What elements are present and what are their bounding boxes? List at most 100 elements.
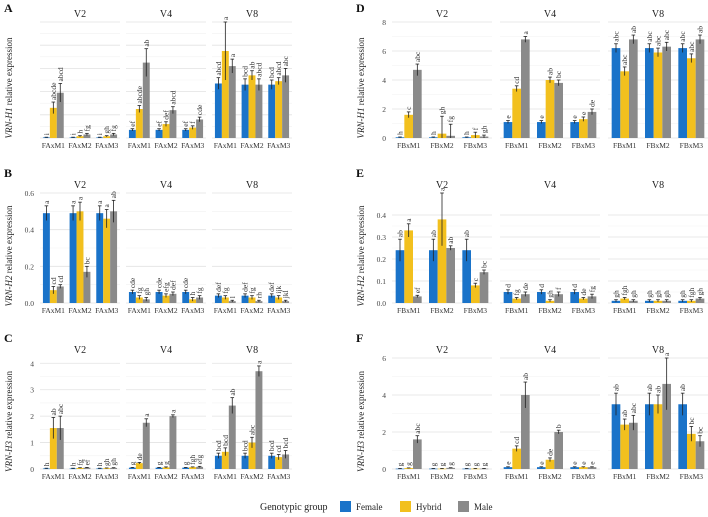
significance-label: abcde xyxy=(135,85,144,103)
significance-label: e xyxy=(504,461,513,465)
significance-label: f xyxy=(554,287,563,290)
x-tick-label: FAxM3 xyxy=(267,141,290,150)
y-axis-label-suffix: relative expression xyxy=(4,205,14,275)
bar-hybrid xyxy=(49,290,57,303)
bar-hybrid xyxy=(221,451,229,469)
y-axis-label: VRN-H3 relative expression xyxy=(4,371,14,472)
significance-label: abcd xyxy=(56,67,65,81)
bar-hybrid xyxy=(49,428,57,469)
y-tick-label: 4 xyxy=(382,391,386,400)
bar-hybrid xyxy=(512,448,521,469)
significance-label: ef xyxy=(82,459,91,465)
bar-female xyxy=(268,84,276,138)
significance-label: bcd xyxy=(241,66,250,77)
bar-hybrid xyxy=(404,230,413,303)
significance-label: i xyxy=(42,133,51,135)
x-tick-label: FAxM3 xyxy=(95,472,118,481)
x-tick-label: FAxM3 xyxy=(181,141,204,150)
bar-female xyxy=(678,48,687,138)
y-tick-label: 1 xyxy=(30,439,34,448)
y-axis-label-suffix: relative expression xyxy=(4,371,14,441)
significance-label: cde xyxy=(155,277,164,288)
significance-label: abc xyxy=(281,55,290,66)
bar-hybrid xyxy=(76,211,84,303)
significance-label: h xyxy=(69,462,78,466)
x-tick-label: FAxM2 xyxy=(68,472,91,481)
bar-male xyxy=(110,467,118,469)
bar-male xyxy=(587,467,597,469)
bar-male xyxy=(196,297,204,303)
y-axis-gene-name: VRN-H3 xyxy=(4,440,14,471)
y-axis-gene-name: VRN-H2 xyxy=(4,275,14,306)
bar-male xyxy=(554,82,563,138)
y-tick-label: 3 xyxy=(30,386,34,395)
significance-label: g xyxy=(438,462,447,466)
significance-label: gh xyxy=(102,458,111,466)
bar-male xyxy=(196,466,204,469)
x-tick-label: FAxM2 xyxy=(240,472,263,481)
significance-label: fgh xyxy=(687,287,696,297)
significance-label: e xyxy=(579,461,588,465)
bar-hybrid xyxy=(189,299,197,303)
bar-male xyxy=(83,134,91,138)
significance-label: h xyxy=(76,130,85,134)
bar-female xyxy=(69,468,77,470)
bar-male xyxy=(110,211,118,303)
y-tick-label: 0.0 xyxy=(25,299,35,308)
significance-label: i xyxy=(69,133,78,135)
x-tick-label: FAxM2 xyxy=(154,306,177,315)
bar-male xyxy=(662,383,671,469)
significance-label: a xyxy=(521,31,530,35)
significance-label: gh xyxy=(678,290,687,298)
panel-letter: E xyxy=(356,166,364,180)
bar-hybrid xyxy=(221,297,229,303)
significance-label: de xyxy=(588,99,597,107)
significance-label: abc xyxy=(654,35,663,46)
bar-male xyxy=(169,110,177,138)
significance-label: abc xyxy=(687,41,696,52)
bar-female xyxy=(128,129,136,138)
facet-title: V4 xyxy=(160,180,172,191)
x-tick-label: FBxM3 xyxy=(680,141,704,150)
bar-hybrid xyxy=(471,468,480,470)
x-tick-label: FBxM2 xyxy=(646,306,670,315)
bar-hybrid xyxy=(620,71,629,138)
x-tick-label: FBxM3 xyxy=(464,472,488,481)
significance-label: ab xyxy=(109,191,118,198)
significance-label: gh xyxy=(109,458,118,466)
bar-female xyxy=(96,468,104,470)
significance-label: a xyxy=(168,409,177,413)
significance-label: ab xyxy=(446,236,455,243)
facet-title: V2 xyxy=(74,345,86,356)
y-axis-label: VRN-H1 relative expression xyxy=(356,37,366,138)
bar-male xyxy=(110,134,118,138)
y-axis-gene-name: VRN-H3 xyxy=(356,440,366,471)
bar-female xyxy=(611,404,621,469)
significance-label: def xyxy=(214,282,223,292)
significance-label: fg xyxy=(135,287,144,293)
bar-hybrid xyxy=(162,467,170,469)
significance-label: fgh xyxy=(620,285,629,295)
bar-hybrid xyxy=(135,109,143,138)
x-tick-label: FBxM3 xyxy=(572,141,596,150)
x-tick-label: FBxM1 xyxy=(505,141,529,150)
x-tick-label: FBxM1 xyxy=(505,472,529,481)
significance-label: fg xyxy=(195,287,204,293)
x-tick-label: FBxM1 xyxy=(397,472,421,481)
significance-label: fg xyxy=(76,459,85,465)
x-tick-label: FAxM1 xyxy=(128,306,151,315)
significance-label: ab xyxy=(248,61,257,68)
bar-male xyxy=(521,395,530,469)
y-axis-label: VRN-H2 relative expression xyxy=(4,205,14,306)
y-tick-label: 2 xyxy=(30,412,34,421)
bar-female xyxy=(570,467,579,469)
significance-label: ef xyxy=(413,287,422,293)
bar-female xyxy=(645,48,654,138)
y-tick-label: 0.2 xyxy=(377,255,387,264)
facet-title: V2 xyxy=(74,9,86,20)
significance-label: gh xyxy=(696,288,705,296)
